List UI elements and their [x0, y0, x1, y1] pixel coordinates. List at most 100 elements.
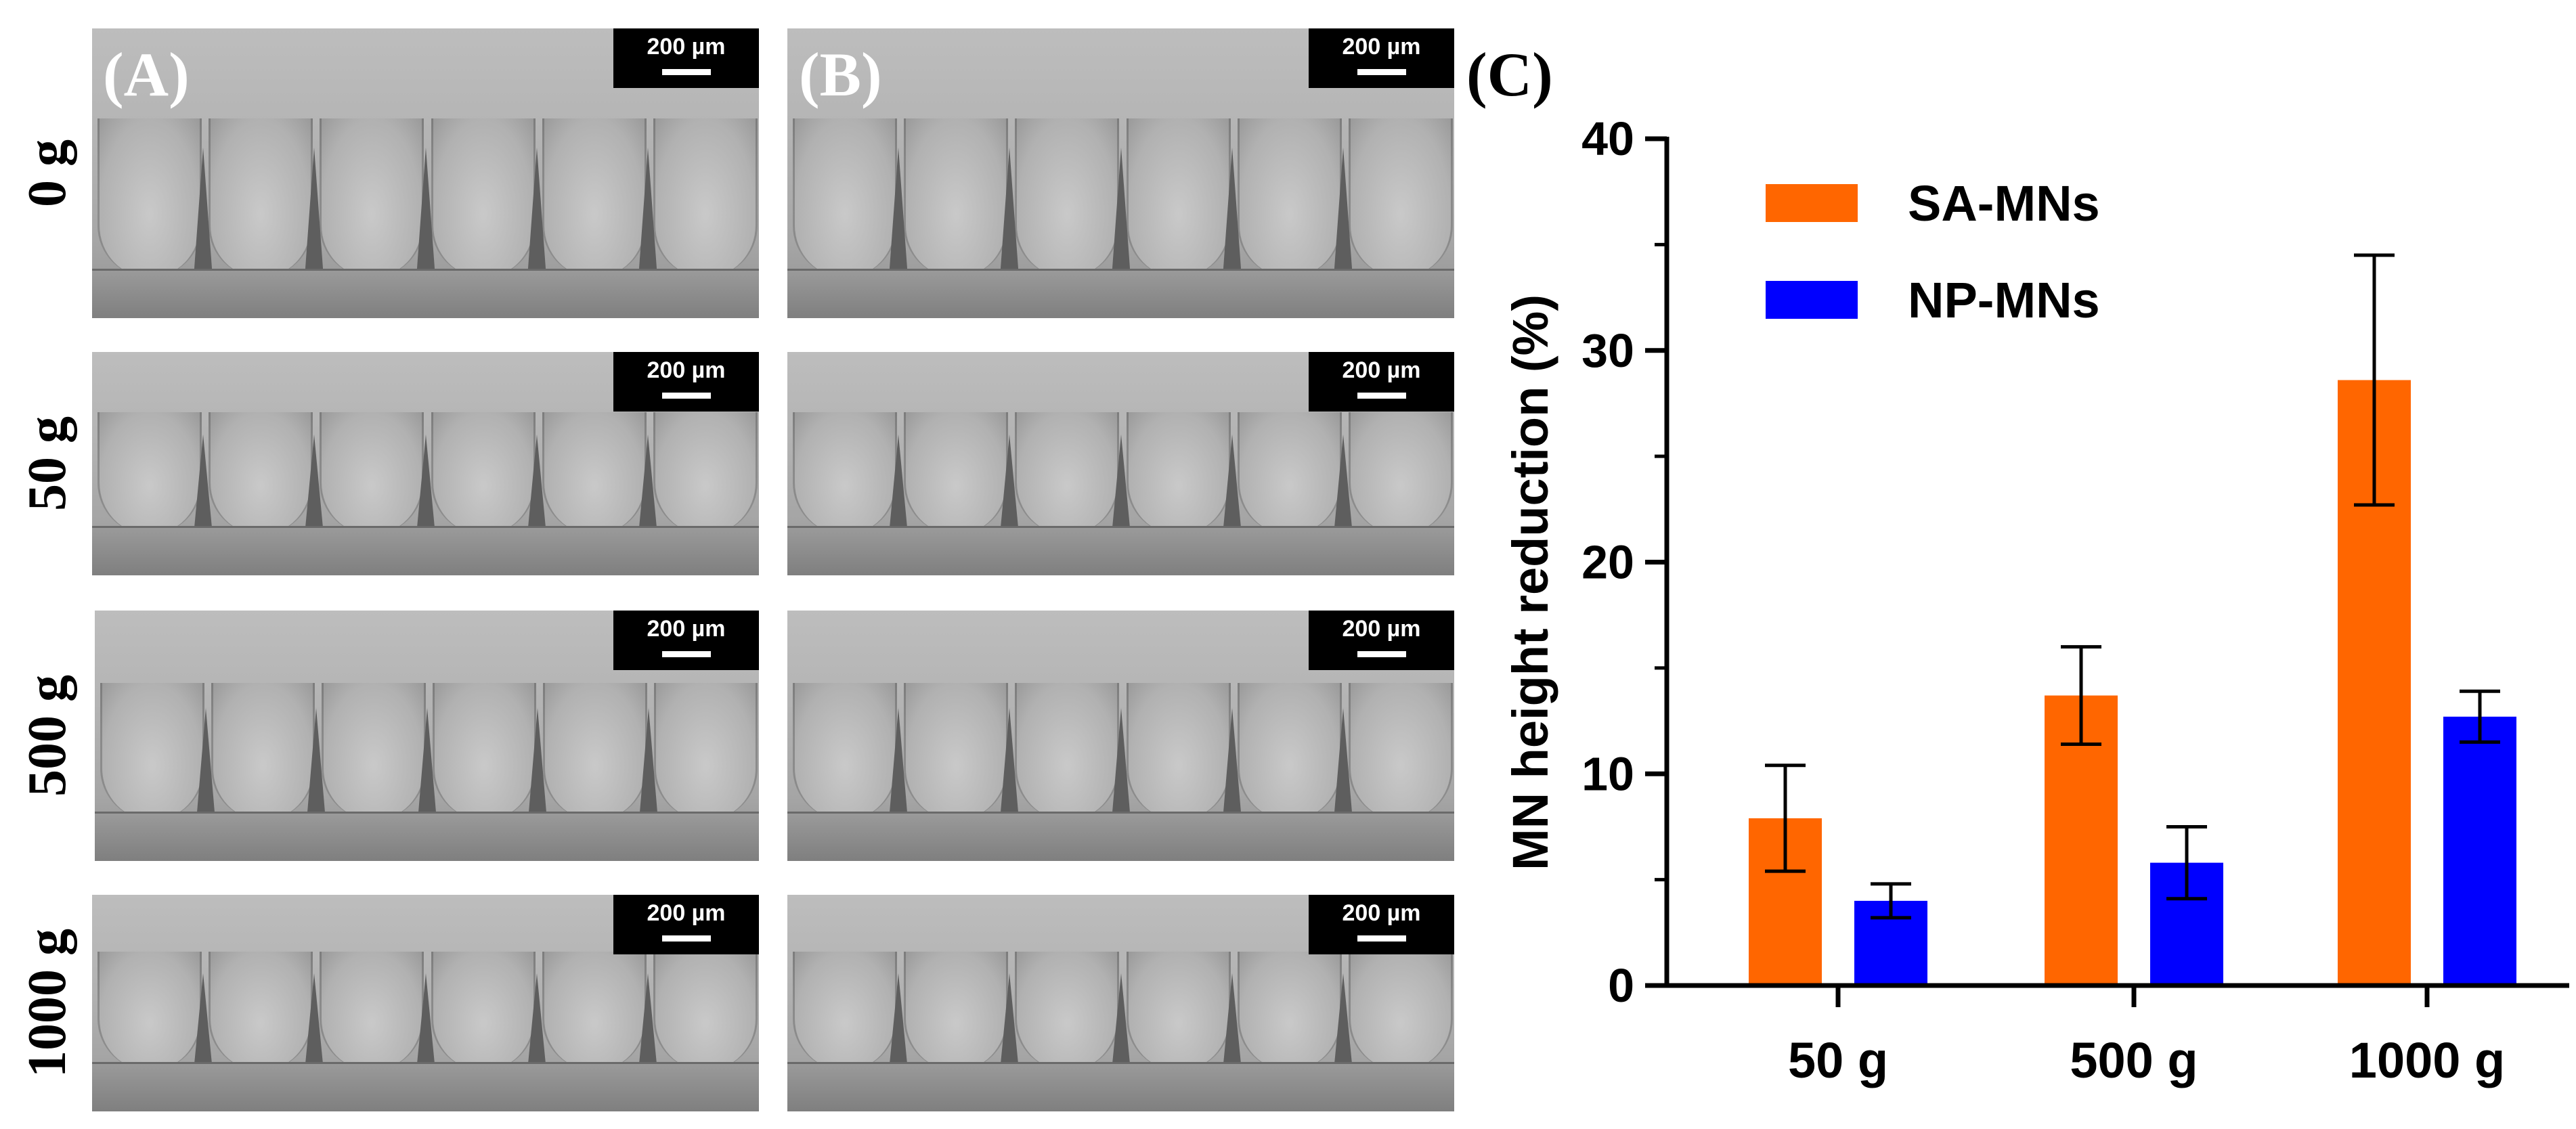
- micrograph-well: [1348, 682, 1453, 820]
- micrograph-well: [1237, 682, 1342, 820]
- microneedle: [889, 973, 909, 1071]
- micrograph-well: [1348, 952, 1453, 1071]
- micrograph-well: [904, 412, 1009, 535]
- microneedle: [638, 435, 657, 535]
- legend-label-sa-mns: SA-MNs: [1908, 175, 2100, 231]
- micrograph-b-50g: 200 µm: [787, 352, 1454, 575]
- scale-bar-label: 200 µm: [1342, 900, 1421, 926]
- micrograph-well: [431, 952, 536, 1071]
- scale-bar: 200 µm: [613, 611, 759, 670]
- micrograph-well: [320, 952, 424, 1071]
- micrograph-b-500g: 200 µm: [787, 611, 1454, 861]
- micrograph-well: [1015, 412, 1120, 535]
- microneedle: [1222, 708, 1242, 820]
- microneedle: [1111, 435, 1131, 535]
- micrograph-well: [542, 412, 647, 535]
- micrograph-well: [320, 118, 424, 278]
- microneedle: [1000, 148, 1020, 278]
- micrograph-well: [97, 118, 202, 278]
- microneedle: [1111, 973, 1131, 1071]
- scale-bar: 200 µm: [1309, 28, 1454, 88]
- micrograph-well: [793, 952, 898, 1071]
- microneedle: [1000, 708, 1020, 820]
- microneedle: [527, 148, 546, 278]
- microneedle: [305, 148, 324, 278]
- micrograph-well: [97, 412, 202, 535]
- micrograph-well: [1348, 412, 1453, 535]
- microneedle: [307, 708, 326, 820]
- y-tick-label: 20: [1581, 536, 1634, 589]
- legend-label-np-mns: NP-MNs: [1908, 272, 2100, 328]
- microneedle: [1111, 148, 1131, 278]
- microneedle: [194, 973, 213, 1071]
- y-tick-label: 10: [1581, 747, 1634, 800]
- micrograph-a-50g: 200 µm: [92, 352, 759, 575]
- microneedle: [305, 973, 324, 1071]
- microneedle: [1222, 973, 1242, 1071]
- scale-bar-label: 200 µm: [647, 357, 726, 383]
- micrograph-well: [543, 682, 647, 820]
- micrograph-well: [1126, 412, 1231, 535]
- microneedle: [1000, 435, 1020, 535]
- panel-label-b: (B): [799, 40, 882, 109]
- micrograph-well: [904, 682, 1009, 820]
- micrograph-well: [793, 118, 898, 278]
- microneedle: [1000, 973, 1020, 1071]
- microneedle: [638, 973, 657, 1071]
- microneedle: [1333, 973, 1353, 1071]
- panel-label-c: (C): [1466, 40, 1553, 109]
- scale-bar-label: 200 µm: [647, 900, 726, 926]
- microneedle: [417, 708, 437, 820]
- micrograph-well: [209, 412, 313, 535]
- micrograph-well: [322, 682, 426, 820]
- micrograph-well: [209, 118, 313, 278]
- scale-bar-label: 200 µm: [1342, 34, 1421, 60]
- row-label-0g: 0 g: [18, 139, 77, 207]
- microneedle: [416, 148, 435, 278]
- microneedle: [1333, 435, 1353, 535]
- micrograph-well: [209, 952, 313, 1071]
- legend-swatch-np-mns: [1766, 281, 1858, 319]
- micrograph-well: [100, 682, 204, 820]
- x-tick-label: 50 g: [1788, 1032, 1888, 1088]
- scale-bar-label: 200 µm: [647, 616, 726, 642]
- scale-bar: 200 µm: [1309, 611, 1454, 670]
- micrograph-well: [1237, 952, 1342, 1071]
- micrograph-well: [1237, 118, 1342, 278]
- y-tick-label: 40: [1581, 112, 1634, 165]
- micrograph-well: [1015, 118, 1120, 278]
- micrograph-b-1000g: 200 µm: [787, 895, 1454, 1111]
- bar-chart: 0 10 20 30 40 50 g 500 g 1000 g MN height reduct…: [1502, 112, 2569, 1088]
- scale-bar: 200 µm: [613, 895, 759, 954]
- microneedle: [196, 708, 215, 820]
- scale-bar-label: 200 µm: [1342, 616, 1421, 642]
- microneedle: [638, 148, 657, 278]
- row-label-1000g: 1000 g: [18, 929, 77, 1078]
- micrograph-well: [1348, 118, 1453, 278]
- micrograph-well: [1015, 682, 1120, 820]
- x-tick-label: 1000 g: [2349, 1032, 2505, 1088]
- scale-bar-label: 200 µm: [647, 34, 726, 60]
- micrograph-well: [653, 118, 758, 278]
- microneedle: [638, 708, 658, 820]
- micrograph-a-0g: 200 µm: [92, 28, 759, 318]
- microneedle: [527, 435, 546, 535]
- micrograph-a-500g: 200 µm: [95, 611, 759, 861]
- microneedle: [194, 435, 213, 535]
- microneedle: [305, 435, 324, 535]
- micrograph-well: [904, 952, 1009, 1071]
- microneedle: [528, 708, 547, 820]
- y-tick-label: 30: [1581, 324, 1634, 377]
- micrograph-well: [97, 952, 202, 1071]
- micrograph-a-1000g: 200 µm: [92, 895, 759, 1111]
- row-label-500g: 500 g: [18, 675, 77, 797]
- micrograph-well: [793, 412, 898, 535]
- scale-bar: 200 µm: [1309, 895, 1454, 954]
- microneedle: [1222, 148, 1242, 278]
- microneedle: [1222, 435, 1242, 535]
- micrograph-well: [653, 682, 758, 820]
- micrograph-well: [211, 682, 315, 820]
- row-label-50g: 50 g: [18, 416, 77, 511]
- scale-bar: 200 µm: [613, 28, 759, 88]
- bar-np-mns-1000g: [2443, 716, 2516, 986]
